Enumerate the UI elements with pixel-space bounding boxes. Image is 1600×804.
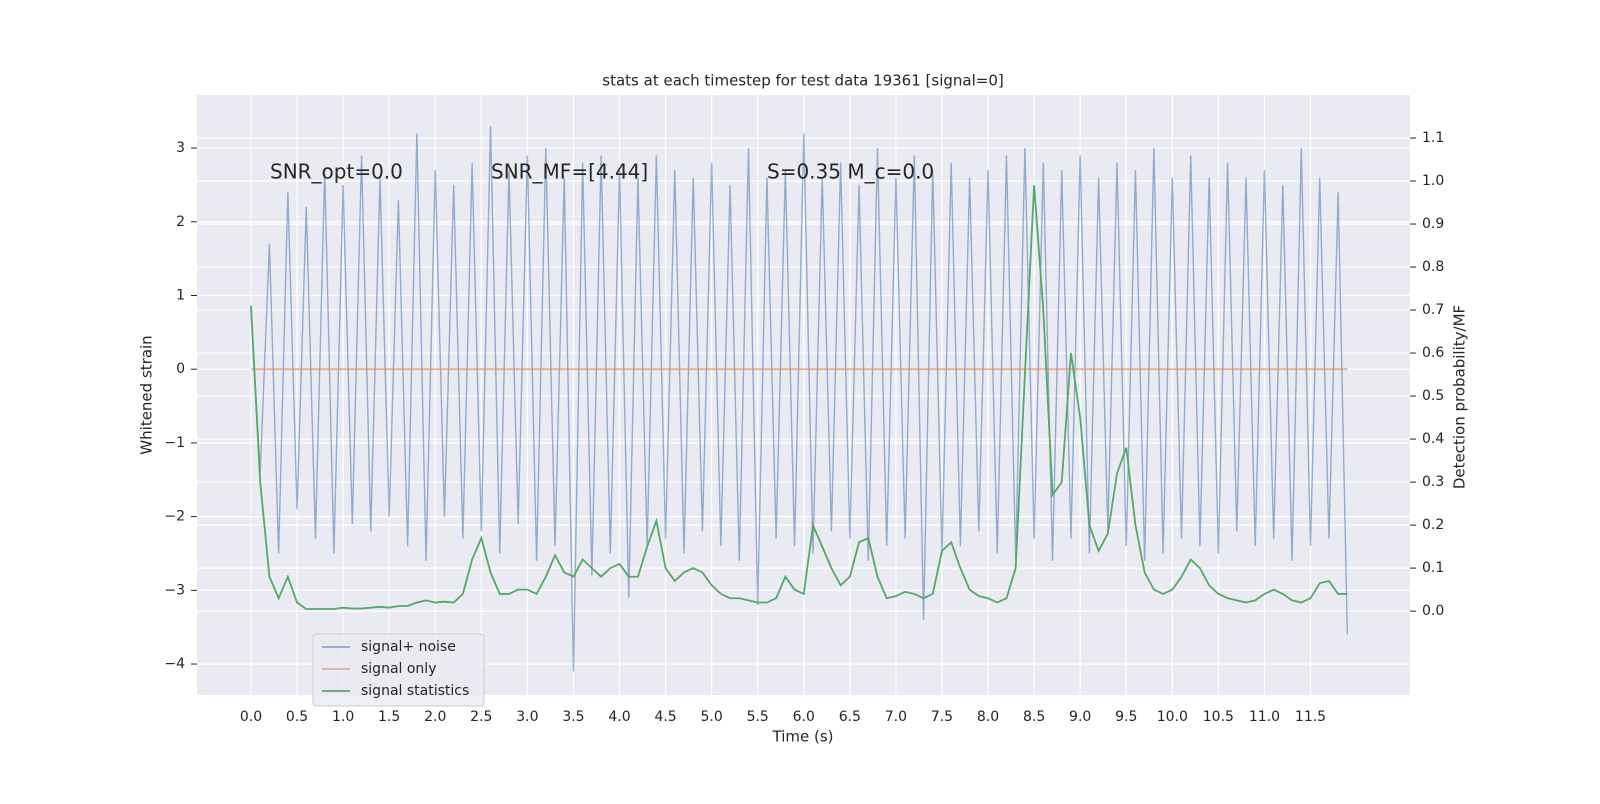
y-tick-label: −4: [164, 656, 185, 672]
y2-tick-label: 0.9: [1422, 216, 1444, 232]
x-tick-label: 2.0: [424, 709, 446, 725]
legend-label: signal only: [361, 661, 436, 677]
y2-tick-label: 0.3: [1422, 474, 1444, 490]
legend-label: signal statistics: [361, 683, 469, 699]
legend-box: [312, 633, 485, 707]
x-tick-label: 7.0: [885, 709, 907, 725]
y-tick-label: −2: [164, 509, 185, 525]
x-tick-label: 10.0: [1157, 709, 1188, 725]
x-tick-label: 9.0: [1069, 709, 1091, 725]
y-tick-label: 1: [176, 287, 185, 303]
annotation: SNR_opt=0.0: [270, 160, 403, 184]
y-tick-label: 2: [176, 214, 185, 230]
x-tick-label: 11.0: [1249, 709, 1280, 725]
y2-tick-label: 0.6: [1422, 345, 1444, 361]
y2-tick-label: 0.8: [1422, 259, 1444, 275]
x-tick-label: 0.5: [286, 709, 308, 725]
annotation: S=0.35 M_c=0.0: [767, 160, 934, 184]
x-tick-label: 2.5: [470, 709, 492, 725]
chart-title: stats at each timestep for test data 193…: [602, 72, 1003, 90]
y2-tick-label: 0.2: [1422, 517, 1444, 533]
x-tick-label: 5.0: [701, 709, 723, 725]
y2-tick-label: 0.7: [1422, 302, 1444, 318]
y-tick-label: −1: [164, 435, 185, 451]
x-tick-label: 11.5: [1295, 709, 1326, 725]
y2-tick-label: 1.1: [1422, 130, 1444, 146]
series-line: [250, 185, 1348, 610]
x-tick-label: 0.0: [240, 709, 262, 725]
y2-axis-label: Detection probability/MF: [1451, 305, 1469, 489]
x-tick-label: 4.0: [608, 709, 630, 725]
x-tick-label: 3.0: [516, 709, 538, 725]
y2-tick-label: 0.1: [1422, 560, 1444, 576]
x-tick-label: 9.5: [1115, 709, 1137, 725]
y2-tick-label: 0.5: [1422, 388, 1444, 404]
x-tick-label: 8.0: [977, 709, 999, 725]
y-axis-label: Whitened strain: [138, 335, 156, 454]
x-tick-label: 1.5: [378, 709, 400, 725]
x-tick-label: 6.5: [839, 709, 861, 725]
x-tick-label: 7.5: [931, 709, 953, 725]
x-tick-label: 3.5: [562, 709, 584, 725]
y2-tick-label: 0.0: [1422, 603, 1444, 619]
y2-tick-label: 0.4: [1422, 431, 1444, 447]
y-tick-label: −3: [164, 582, 185, 598]
annotation: SNR_MF=[4.44]: [491, 160, 648, 184]
x-tick-label: 10.5: [1203, 709, 1234, 725]
x-tick-label: 5.5: [747, 709, 769, 725]
x-axis-label: Time (s): [772, 728, 834, 746]
y-tick-label: 0: [176, 361, 185, 377]
x-tick-label: 1.0: [332, 709, 354, 725]
x-tick-label: 6.0: [793, 709, 815, 725]
x-tick-label: 8.5: [1023, 709, 1045, 725]
legend-label: signal+ noise: [361, 639, 456, 655]
y-tick-label: 3: [176, 140, 185, 156]
y2-tick-label: 1.0: [1422, 173, 1444, 189]
series-line: [250, 125, 1349, 672]
x-tick-label: 4.5: [654, 709, 676, 725]
